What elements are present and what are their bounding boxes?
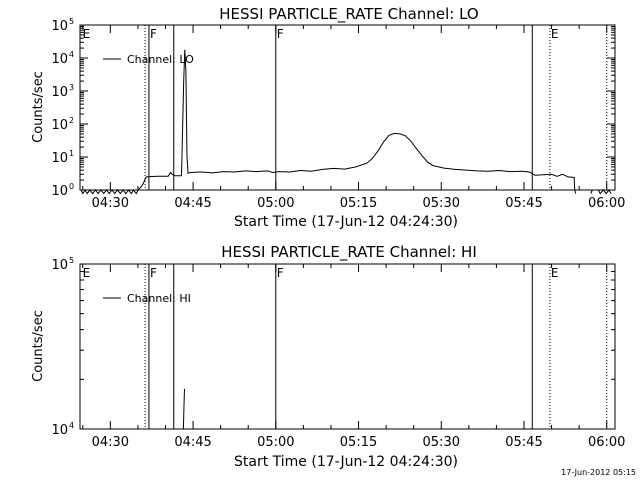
hi-series	[182, 388, 185, 430]
lo-y-tick-label: 10	[51, 52, 68, 67]
lo-y-tick-exponent: 1	[69, 149, 74, 158]
lo-x-tick-label: 05:15	[340, 196, 377, 211]
hi-x-tick-label: 04:45	[174, 435, 211, 450]
lo-y-axis-label: Counts/sec	[31, 71, 46, 143]
hi-channel-panel: HESSI PARTICLE_RATE Channel: HI 04:30 04:…	[31, 243, 625, 470]
hi-x-tick-label: 05:45	[505, 435, 542, 450]
lo-y-tick-label: 10	[51, 19, 68, 34]
hi-x-tick-label: 05:15	[340, 435, 377, 450]
lo-y-tick-label: 10	[51, 85, 68, 100]
lo-chart-title: HESSI PARTICLE_RATE Channel: LO	[219, 5, 478, 24]
lo-x-tick-label: 05:45	[505, 196, 542, 211]
lo-y-tick-label: 10	[51, 118, 68, 133]
hi-chart-title: HESSI PARTICLE_RATE Channel: HI	[221, 243, 477, 262]
hi-x-tick-label: 05:00	[257, 435, 294, 450]
lo-series-line	[590, 189, 612, 195]
hi-y-tick-label: 10	[51, 258, 68, 273]
lo-marker-label: E	[551, 27, 559, 41]
lo-x-tick-label: 04:30	[92, 196, 129, 211]
hi-legend-label: Channel: HI	[127, 292, 191, 305]
hi-series-line	[182, 388, 185, 430]
footer-timestamp: 17-Jun-2012 05:15	[561, 468, 636, 477]
lo-y-tick-exponent: 4	[69, 50, 74, 59]
hi-x-axis-label: Start Time (17-Jun-12 04:24:30)	[234, 454, 458, 470]
lo-x-tick-label: 06:00	[588, 196, 625, 211]
hi-marker-label: F	[150, 266, 157, 280]
lo-y-tick-exponent: 3	[69, 83, 74, 92]
hi-x-tick-label: 04:30	[92, 435, 129, 450]
hi-x-tick-label: 06:00	[588, 435, 625, 450]
hi-y-tick-exponent: 5	[69, 256, 74, 265]
lo-y-tick-label: 10	[51, 184, 68, 199]
hi-marker-label: E	[83, 266, 91, 280]
hi-y-tick-label: 10	[51, 423, 68, 438]
lo-x-tick-label: 05:00	[257, 196, 294, 211]
hi-marker-label: E	[551, 266, 559, 280]
lo-channel-panel: HESSI PARTICLE_RATE Channel: LO 04:30 04:…	[31, 5, 625, 230]
hi-legend: Channel: HI	[103, 292, 191, 305]
lo-legend: Channel: LO	[103, 53, 194, 66]
lo-series	[80, 49, 612, 195]
lo-legend-label: Channel: LO	[127, 53, 194, 66]
lo-marker-label: F	[150, 27, 157, 41]
hi-y-tick-exponent: 4	[69, 421, 74, 430]
hi-marker-label: F	[277, 266, 284, 280]
lo-y-tick-exponent: 0	[69, 182, 74, 191]
lo-plot-frame	[79, 24, 616, 191]
lo-y-tick-label: 10	[51, 151, 68, 166]
lo-marker-label: E	[83, 27, 91, 41]
hi-plot-frame	[79, 263, 616, 430]
hi-y-axis-label: Counts/sec	[31, 310, 46, 382]
lo-x-tick-label: 04:45	[174, 196, 211, 211]
lo-x-axis-label: Start Time (17-Jun-12 04:24:30)	[234, 214, 458, 230]
lo-x-tick-label: 05:30	[423, 196, 460, 211]
lo-y-tick-exponent: 5	[69, 17, 74, 26]
lo-y-tick-exponent: 2	[69, 116, 74, 125]
hi-x-tick-label: 05:30	[423, 435, 460, 450]
lo-series-line	[80, 49, 577, 195]
lo-marker-label: F	[277, 27, 284, 41]
